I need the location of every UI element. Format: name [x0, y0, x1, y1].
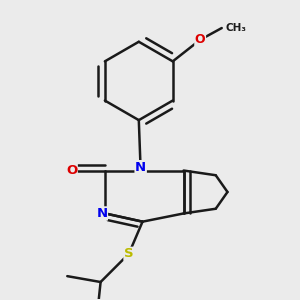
Text: O: O [66, 164, 77, 177]
Text: N: N [96, 207, 107, 220]
Text: CH₃: CH₃ [226, 23, 247, 33]
Text: O: O [195, 33, 206, 46]
Text: N: N [135, 161, 146, 174]
Text: S: S [124, 247, 134, 260]
